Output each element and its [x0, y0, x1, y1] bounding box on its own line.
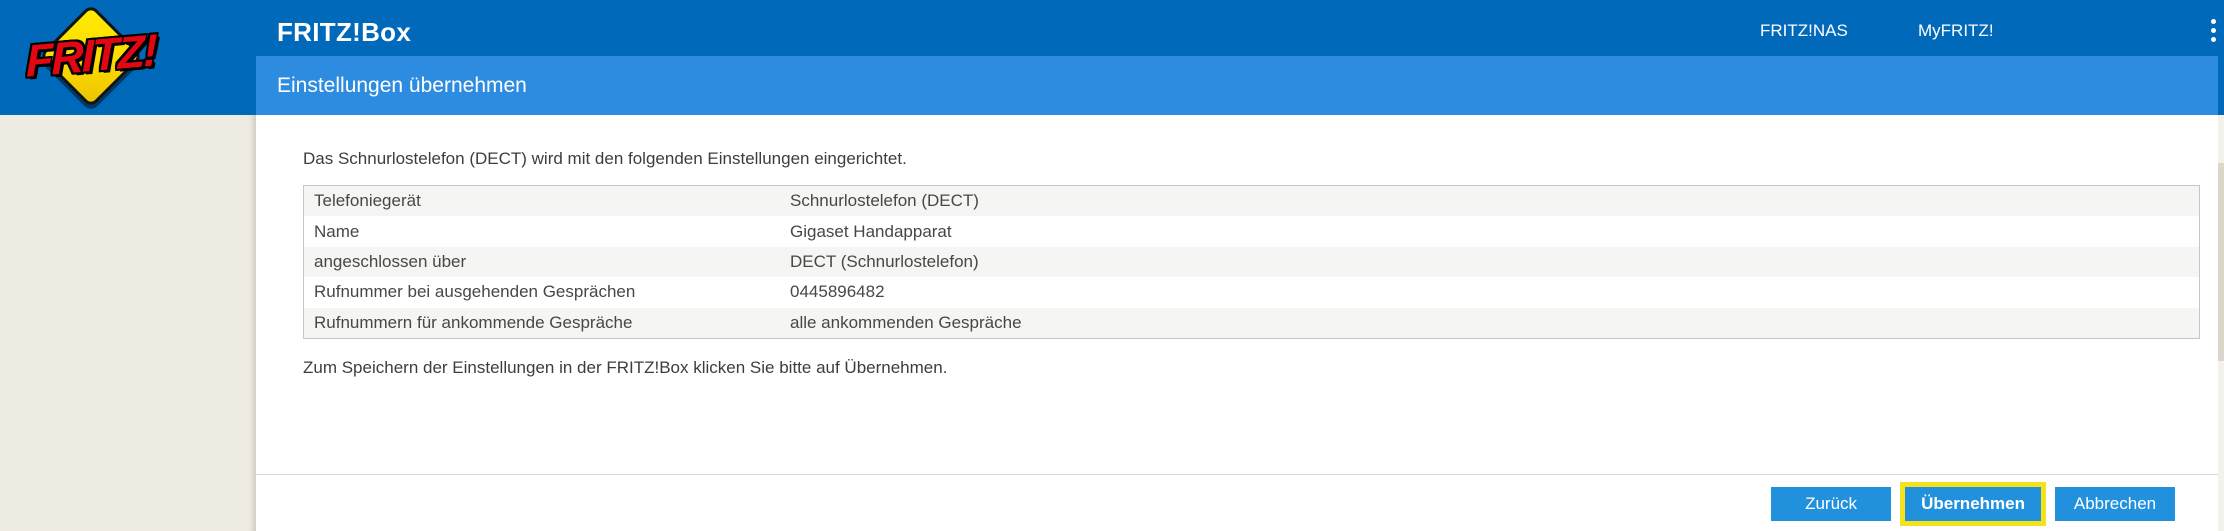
table-row-label: Rufnummern für ankommende Gespräche — [314, 312, 633, 332]
table-row: Name Gigaset Handapparat — [304, 216, 2199, 247]
intro-text: Das Schnurlostelefon (DECT) wird mit den… — [303, 149, 907, 168]
footer-button-bar: Zurück Übernehmen Abbrechen — [1766, 482, 2180, 526]
nav-link-myfritz[interactable]: MyFRITZ! — [1918, 21, 1994, 40]
table-row: Rufnummern für ankommende Gespräche alle… — [304, 307, 2199, 338]
table-row: Telefoniegerät Schnurlostelefon (DECT) — [304, 186, 2199, 217]
subheader-bar: Einstellungen übernehmen — [256, 56, 2218, 115]
table-row: Rufnummer bei ausgehenden Gesprächen 044… — [304, 277, 2199, 308]
sidebar — [0, 115, 256, 531]
nav-link-fritznas[interactable]: FRITZ!NAS — [1760, 21, 1848, 40]
page-title: Einstellungen übernehmen — [277, 73, 527, 97]
main-content: Das Schnurlostelefon (DECT) wird mit den… — [256, 115, 2218, 531]
table-row-value: Gigaset Handapparat — [790, 221, 952, 241]
table-row: angeschlossen über DECT (Schnurlostelefo… — [304, 246, 2199, 278]
subheader-right-filler — [2218, 56, 2224, 115]
button-highlight-frame: Abbrechen — [2050, 482, 2180, 526]
table-row-value: DECT (Schnurlostelefon) — [790, 251, 979, 271]
apply-button[interactable]: Übernehmen — [1905, 487, 2041, 521]
footer-divider — [256, 474, 2218, 475]
table-row-label: angeschlossen über — [314, 251, 467, 271]
settings-table: Telefoniegerät Schnurlostelefon (DECT) N… — [303, 185, 2200, 339]
back-button[interactable]: Zurück — [1771, 487, 1892, 521]
kebab-menu-icon[interactable] — [2208, 19, 2218, 42]
button-highlight-frame: Zurück — [1766, 482, 1896, 526]
hint-text: Zum Speichern der Einstellungen in der F… — [303, 358, 948, 377]
scrollbar-track[interactable] — [2218, 115, 2224, 531]
table-row-value: Schnurlostelefon (DECT) — [790, 191, 979, 211]
table-row-label: Name — [314, 221, 360, 241]
table-row-value: alle ankommenden Gespräche — [790, 312, 1022, 332]
fritz-logo: FRITZ! — [16, 2, 166, 114]
cancel-button[interactable]: Abbrechen — [2055, 487, 2175, 521]
app-title: FRITZ!Box — [277, 17, 412, 47]
logo-wordmark: FRITZ! — [25, 24, 157, 87]
scrollbar-thumb[interactable] — [2218, 163, 2224, 361]
table-row-label: Telefoniegerät — [314, 191, 421, 211]
top-header-bar: FRITZ!Box FRITZ!NAS MyFRITZ! — [0, 0, 2224, 56]
table-row-value: 0445896482 — [790, 282, 885, 302]
button-highlight-frame: Übernehmen — [1900, 482, 2046, 526]
table-row-label: Rufnummer bei ausgehenden Gesprächen — [314, 282, 636, 302]
